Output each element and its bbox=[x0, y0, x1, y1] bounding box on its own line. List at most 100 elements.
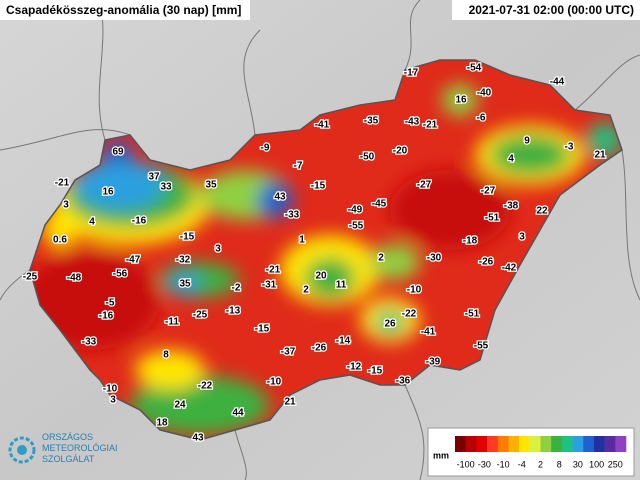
legend-swatch bbox=[540, 436, 552, 452]
legend-swatch bbox=[508, 436, 520, 452]
station-value: -22 bbox=[402, 309, 417, 320]
legend: mm -100 -30 -10 -4 2 8 30 100 250 bbox=[427, 427, 635, 477]
logo-text: METEOROLÓGIAI bbox=[42, 443, 118, 453]
station-value: -50 bbox=[360, 152, 375, 163]
station-value: -55 bbox=[474, 341, 489, 352]
station-value: -26 bbox=[312, 343, 327, 354]
station-value: -20 bbox=[393, 146, 408, 157]
station-value: -40 bbox=[477, 88, 492, 99]
legend-swatch bbox=[519, 436, 531, 452]
station-value: -35 bbox=[364, 116, 379, 127]
legend-swatch bbox=[497, 436, 509, 452]
legend-tick-label: 100 bbox=[589, 459, 604, 469]
station-value: 1 bbox=[299, 235, 305, 246]
station-value: -48 bbox=[67, 273, 82, 284]
logo-text: SZOLGÁLAT bbox=[42, 454, 95, 464]
legend-tick-label: 250 bbox=[608, 459, 623, 469]
station-value: -44 bbox=[550, 77, 565, 88]
legend-tick-label: -4 bbox=[518, 459, 526, 469]
legend-tick-label: 2 bbox=[538, 459, 543, 469]
station-value: -21 bbox=[266, 265, 281, 276]
station-value: 3 bbox=[519, 232, 525, 243]
station-value: 21 bbox=[594, 150, 606, 161]
station-value: -16 bbox=[132, 216, 147, 227]
station-value: -21 bbox=[55, 178, 70, 189]
legend-tick-label: 8 bbox=[557, 459, 562, 469]
station-value: 35 bbox=[205, 180, 217, 191]
station-value: 2 bbox=[378, 253, 384, 264]
station-value: -55 bbox=[349, 221, 364, 232]
station-value: -10 bbox=[267, 377, 282, 388]
station-value: -13 bbox=[226, 306, 241, 317]
station-value: 3 bbox=[63, 200, 69, 211]
station-value: 20 bbox=[315, 271, 327, 282]
legend-swatch bbox=[593, 436, 605, 452]
station-value: -33 bbox=[82, 337, 97, 348]
legend-swatch bbox=[487, 436, 499, 452]
station-value: 22 bbox=[536, 206, 548, 217]
station-value: -15 bbox=[255, 324, 270, 335]
station-value: 35 bbox=[179, 279, 191, 290]
legend-swatch bbox=[551, 436, 563, 452]
station-value: 16 bbox=[455, 95, 467, 106]
timestamp: 2021-07-31 02:00 (00:00 UTC) bbox=[469, 3, 634, 17]
station-value: -47 bbox=[126, 255, 141, 266]
station-value: -9 bbox=[261, 143, 270, 154]
station-value: -10 bbox=[407, 285, 422, 296]
legend-swatch bbox=[455, 436, 466, 452]
legend-swatch bbox=[561, 436, 573, 452]
station-value: -18 bbox=[463, 236, 478, 247]
station-value: -43 bbox=[405, 117, 420, 128]
station-value: -11 bbox=[165, 317, 179, 328]
legend-tick-label: -100 bbox=[457, 459, 475, 469]
station-value: 43 bbox=[192, 433, 204, 444]
station-value: 44 bbox=[232, 408, 244, 419]
station-value: -22 bbox=[198, 381, 213, 392]
station-value: -30 bbox=[427, 253, 442, 264]
station-value: -17 bbox=[404, 68, 419, 79]
station-value: -6 bbox=[477, 113, 486, 124]
timestamp-box bbox=[452, 0, 640, 20]
station-value: -3 bbox=[565, 142, 574, 153]
station-value: 69 bbox=[112, 147, 124, 158]
station-value: -26 bbox=[479, 257, 494, 268]
legend-unit: mm bbox=[433, 450, 449, 460]
station-value: -33 bbox=[285, 210, 300, 221]
title-box bbox=[0, 0, 250, 20]
legend-tick-label: -30 bbox=[478, 459, 491, 469]
station-value: -7 bbox=[294, 161, 303, 172]
station-value: -15 bbox=[311, 181, 326, 192]
station-value: -56 bbox=[113, 269, 128, 280]
station-value: -51 bbox=[485, 213, 500, 224]
station-value: 8 bbox=[163, 350, 169, 361]
station-value: -32 bbox=[176, 255, 191, 266]
legend-tick-label: 30 bbox=[573, 459, 583, 469]
station-value: -27 bbox=[481, 186, 496, 197]
station-value: 18 bbox=[156, 418, 168, 429]
station-value: 0.6 bbox=[53, 235, 67, 246]
station-value: 21 bbox=[284, 397, 296, 408]
station-value: 3 bbox=[215, 244, 221, 255]
station-value: -42 bbox=[502, 263, 517, 274]
station-value: -21 bbox=[423, 120, 438, 131]
station-value: 24 bbox=[174, 400, 186, 411]
station-value: -27 bbox=[417, 180, 432, 191]
station-value: -45 bbox=[372, 199, 387, 210]
station-value: -2 bbox=[232, 283, 241, 294]
station-value: -25 bbox=[23, 272, 38, 283]
logo-text: ORSZÁGOS bbox=[42, 432, 93, 442]
station-value: -54 bbox=[467, 63, 482, 74]
station-value: 16 bbox=[102, 187, 114, 198]
station-value: 2 bbox=[303, 285, 309, 296]
station-value: 3 bbox=[110, 395, 116, 406]
station-value: -41 bbox=[421, 327, 436, 338]
station-value: -15 bbox=[368, 366, 383, 377]
legend-swatch bbox=[604, 436, 616, 452]
legend-swatch bbox=[465, 436, 477, 452]
station-value: -51 bbox=[465, 309, 480, 320]
station-value: -37 bbox=[281, 347, 296, 358]
station-value: -25 bbox=[193, 310, 208, 321]
